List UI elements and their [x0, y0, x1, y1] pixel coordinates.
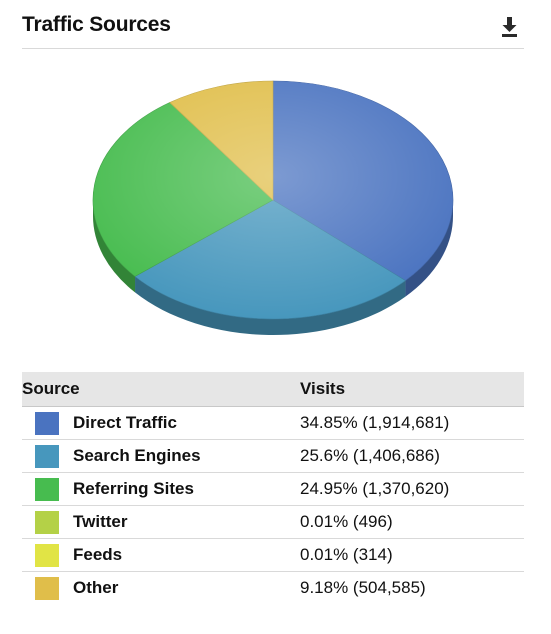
legend-swatch: [35, 444, 59, 468]
source-name: Other: [73, 578, 119, 597]
source-name: Twitter: [73, 512, 128, 531]
pie-side-direct-traffic: [405, 200, 453, 297]
pie-highlight: [93, 81, 453, 319]
visits-value: 0.01% (496): [300, 505, 524, 539]
widget-title: Traffic Sources: [22, 13, 171, 36]
table-row[interactable]: Search Engines 25.6% (1,406,686): [22, 439, 524, 473]
visits-value: 9.18% (504,585): [300, 578, 426, 597]
pie-chart-svg: [92, 80, 454, 335]
table-row[interactable]: Other 9.18% (504,585): [22, 572, 524, 605]
visits-value: 25.6% (1,406,686): [300, 439, 524, 473]
download-icon-graphic: [502, 17, 517, 37]
visits-value: 0.01% (314): [300, 538, 524, 572]
source-name: Feeds: [73, 545, 123, 564]
source-name: Search Engines: [73, 446, 201, 465]
pie-side-search-engines: [135, 276, 406, 335]
traffic-sources-widget: Traffic Sources Source Visits Direct Tra…: [22, 0, 524, 634]
table-row[interactable]: Feeds 0.01% (314): [22, 538, 524, 572]
source-name: Referring Sites: [73, 479, 194, 498]
download-icon[interactable]: [500, 16, 520, 38]
legend-swatch: [35, 576, 59, 600]
legend-swatch: [35, 543, 59, 567]
table-row[interactable]: Direct Traffic 34.85% (1,914,681): [22, 406, 524, 440]
legend-swatch: [35, 411, 59, 435]
header-source: Source: [22, 372, 300, 407]
traffic-table: Source Visits Direct Traffic 34.85% (1,9…: [22, 372, 524, 604]
table-header-row: Source Visits: [22, 372, 524, 407]
widget-header: Traffic Sources: [22, 0, 524, 49]
legend-swatch: [35, 477, 59, 501]
table-row[interactable]: Twitter 0.01% (496): [22, 505, 524, 539]
visits-value: 34.85% (1,914,681): [300, 406, 524, 440]
visits-value: 24.95% (1,370,620): [300, 472, 524, 506]
legend-swatch: [35, 510, 59, 534]
table-row[interactable]: Referring Sites 24.95% (1,370,620): [22, 472, 524, 506]
header-visits: Visits: [300, 372, 524, 407]
pie-chart: [22, 49, 524, 354]
source-name: Direct Traffic: [73, 413, 177, 432]
pie-side-referring-sites: [93, 200, 136, 293]
